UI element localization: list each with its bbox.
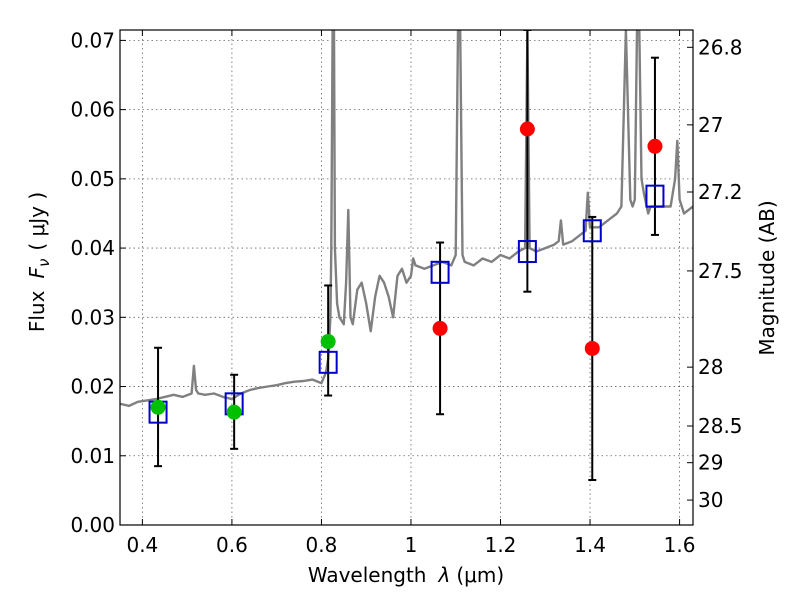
y-tick-label: 0.04 (70, 236, 115, 260)
tick-marks (120, 30, 693, 526)
x-tick-label: 1.2 (485, 533, 517, 557)
y2-tick-label: 27 (698, 113, 723, 137)
plot-area (120, 30, 693, 481)
upper-limit-point (647, 138, 663, 154)
x-tick-label: 0.8 (306, 533, 338, 557)
model-photometry-square (318, 350, 338, 374)
detection-point (150, 399, 166, 415)
plot-frame (119, 29, 694, 526)
model-photometry-square (517, 240, 537, 264)
x-tick-label: 1.6 (664, 533, 696, 557)
y-tick-label: 0.02 (70, 375, 115, 399)
y2-tick-label: 28.5 (698, 414, 743, 438)
y-tick-label: 0.03 (70, 305, 115, 329)
upper-limit-point (519, 121, 535, 137)
x-tick-label: 0.6 (216, 533, 248, 557)
y-tick-label: 0.07 (70, 28, 115, 52)
y-tick-label: 0.01 (70, 444, 115, 468)
detection-point (320, 334, 336, 350)
y2-tick-label: 27.2 (698, 180, 743, 204)
y2-tick-label: 29 (698, 451, 723, 475)
y2-tick-label: 28 (698, 355, 723, 379)
y-axis-label: FluxFν( μJy ) (25, 192, 53, 332)
x-axis-label: Wavelength λ (μm) (308, 563, 504, 587)
y-tick-label: 0.06 (70, 98, 115, 122)
model-photometry-square (582, 219, 602, 243)
model-photometry-square (645, 184, 665, 208)
spectrum-line (120, 30, 693, 408)
y2-axis-label: Magnitude (AB) (755, 200, 779, 355)
upper-limit-point (584, 340, 600, 356)
y-tick-label: 0.00 (70, 513, 115, 537)
y-tick-label: 0.05 (70, 167, 115, 191)
model-photometry-square (430, 260, 450, 284)
x-tick-label: 1 (405, 533, 418, 557)
y2-tick-label: 26.8 (698, 35, 743, 59)
upper-limit-point (432, 320, 448, 336)
x-tick-label: 0.4 (126, 533, 158, 557)
y2-tick-label: 27.5 (698, 259, 743, 283)
x-tick-label: 1.4 (574, 533, 606, 557)
grid-lines (120, 30, 693, 526)
detection-point (226, 404, 242, 420)
y2-tick-label: 30 (698, 488, 723, 512)
